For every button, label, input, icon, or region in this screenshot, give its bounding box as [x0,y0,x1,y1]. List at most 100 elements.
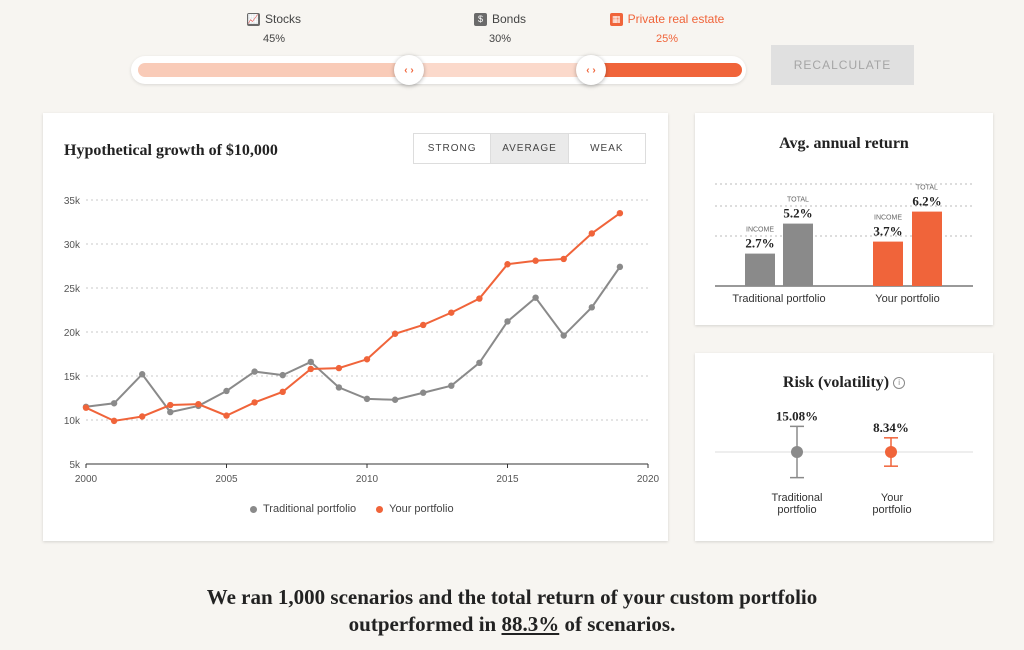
data-point-traditional [223,387,230,395]
alloc-stocks-pct: 45% [262,33,286,45]
legend-yours-label: Your portfolio [389,503,454,515]
y-tick-label: 10k [64,416,81,427]
bar-value-label: 2.7% [745,236,774,251]
alloc-stocks: 📈 Stocks 45% [240,12,308,45]
data-point-traditional [307,358,314,366]
bar-value-label: 3.7% [873,224,902,239]
track-stocks [138,63,408,77]
data-point-yours [279,388,286,396]
data-point-yours [82,404,90,411]
data-point-traditional [476,359,483,366]
slider-handle-2[interactable]: ‹ › [576,55,606,85]
data-point-yours [307,365,314,373]
alloc-bonds-pct: 30% [488,33,512,45]
y-tick-label: 30k [64,240,81,251]
headline-line2: outperformed in 88.3% of scenarios. [0,611,1024,638]
x-tick-label: 2020 [637,474,660,485]
data-point-traditional [588,304,595,311]
risk-point-yours [885,446,897,458]
allocation-slider[interactable]: ‹ › ‹ › [131,55,746,85]
scenario-toggle: STRONG AVERAGE WEAK [413,133,646,164]
growth-chart-title: Hypothetical growth of $10,000 [64,142,278,159]
series-line-yours [85,212,621,422]
alloc-real-estate-label: Private real estate [627,12,725,26]
bar-category-label: Traditional portfolio [732,293,825,305]
risk-title-text: Risk (volatility) [782,374,890,391]
risk-card [695,353,993,541]
growth-line-chart: 5k 10k 15k 20k 25k 30k 35k 2000 2005 2010 2015 2020 [64,196,660,485]
data-point-yours [420,321,427,329]
returns-card-title: Avg. annual return [779,135,909,152]
data-point-traditional [279,371,286,379]
info-icon[interactable]: i [893,377,906,390]
data-point-traditional [167,408,174,416]
data-point-yours [139,413,146,420]
y-tick-label: 5k [69,460,81,471]
growth-chart-card [43,113,668,541]
bar-total-traditional [783,223,813,286]
bar-value-label: 5.2% [783,206,812,221]
data-point-yours [195,400,202,408]
risk-caption-traditional: Traditional portfolio [771,492,823,516]
legend-yours: Your portfolio [376,503,454,515]
data-point-yours [363,356,371,363]
headline-post: of scenarios. [559,612,676,636]
alloc-real-estate-pct: 25% [655,33,679,45]
track-real-estate [590,63,742,77]
data-point-yours [476,295,483,302]
headline-pre: outperformed in [348,612,502,636]
x-tick-label: 2015 [496,474,519,485]
bar-total-yours [912,211,942,286]
returns-card [695,113,993,325]
data-point-yours [335,364,343,372]
building-icon: ▦ [609,12,623,26]
data-point-traditional [251,368,258,375]
returns-bar-chart: INCOME 2.7% TOTAL 5.2% Traditional portfolio… [715,183,973,305]
legend-traditional-label: Traditional portfolio [263,503,357,515]
x-tick-label: 2000 [75,474,98,485]
data-point-yours [391,330,399,337]
data-point-traditional [139,371,146,378]
bar-income-yours [873,241,903,286]
scenario-average-button[interactable]: AVERAGE [491,134,569,163]
alloc-bonds-label: Bonds [491,12,527,26]
alloc-real-estate: ▦ Private real estate 25% [607,12,727,45]
stock-chart-icon: 📈 [246,12,260,26]
y-tick-label: 25k [64,284,81,295]
data-point-yours [504,261,511,268]
scenario-weak-button[interactable]: WEAK [590,143,624,154]
headline-pct: 88.3% [501,612,560,636]
data-point-traditional [560,332,567,339]
data-point-traditional [504,318,511,325]
x-tick-label: 2005 [215,474,238,485]
risk-chart: 15.08% 8.34% [715,408,973,479]
bar-series-label: TOTAL [787,197,809,204]
data-point-yours [532,257,539,264]
scenario-strong-button[interactable]: STRONG [414,134,492,163]
bar-category-label: Your portfolio [875,293,939,305]
bar-series-label: INCOME [874,215,902,222]
legend-dot-traditional [250,505,257,513]
risk-value-label: 15.08% [776,408,818,423]
dollar-icon: $ [473,12,487,26]
track-bonds [408,63,590,77]
series-line-traditional [85,266,621,414]
x-tick-label: 2010 [356,474,379,485]
bar-series-label: TOTAL [916,185,938,192]
slider-handle-1[interactable]: ‹ › [394,55,424,85]
headline-line1: We ran 1,000 scenarios and the total ret… [206,585,818,609]
data-point-traditional [532,294,539,301]
y-tick-label: 20k [64,328,81,339]
y-tick-label: 35k [64,196,81,207]
recalculate-button[interactable]: RECALCULATE [771,45,914,85]
alloc-bonds: $ Bonds 30% [466,12,534,45]
risk-card-title: Risk (volatility) i [695,374,993,392]
legend-traditional: Traditional portfolio [250,503,356,515]
risk-point-traditional [791,446,803,458]
data-point-yours [251,399,258,406]
data-point-traditional [363,395,371,403]
data-point-yours [110,417,118,425]
risk-caption-yours: Your portfolio [872,492,912,516]
data-point-traditional [391,396,399,403]
data-point-yours [560,255,567,263]
